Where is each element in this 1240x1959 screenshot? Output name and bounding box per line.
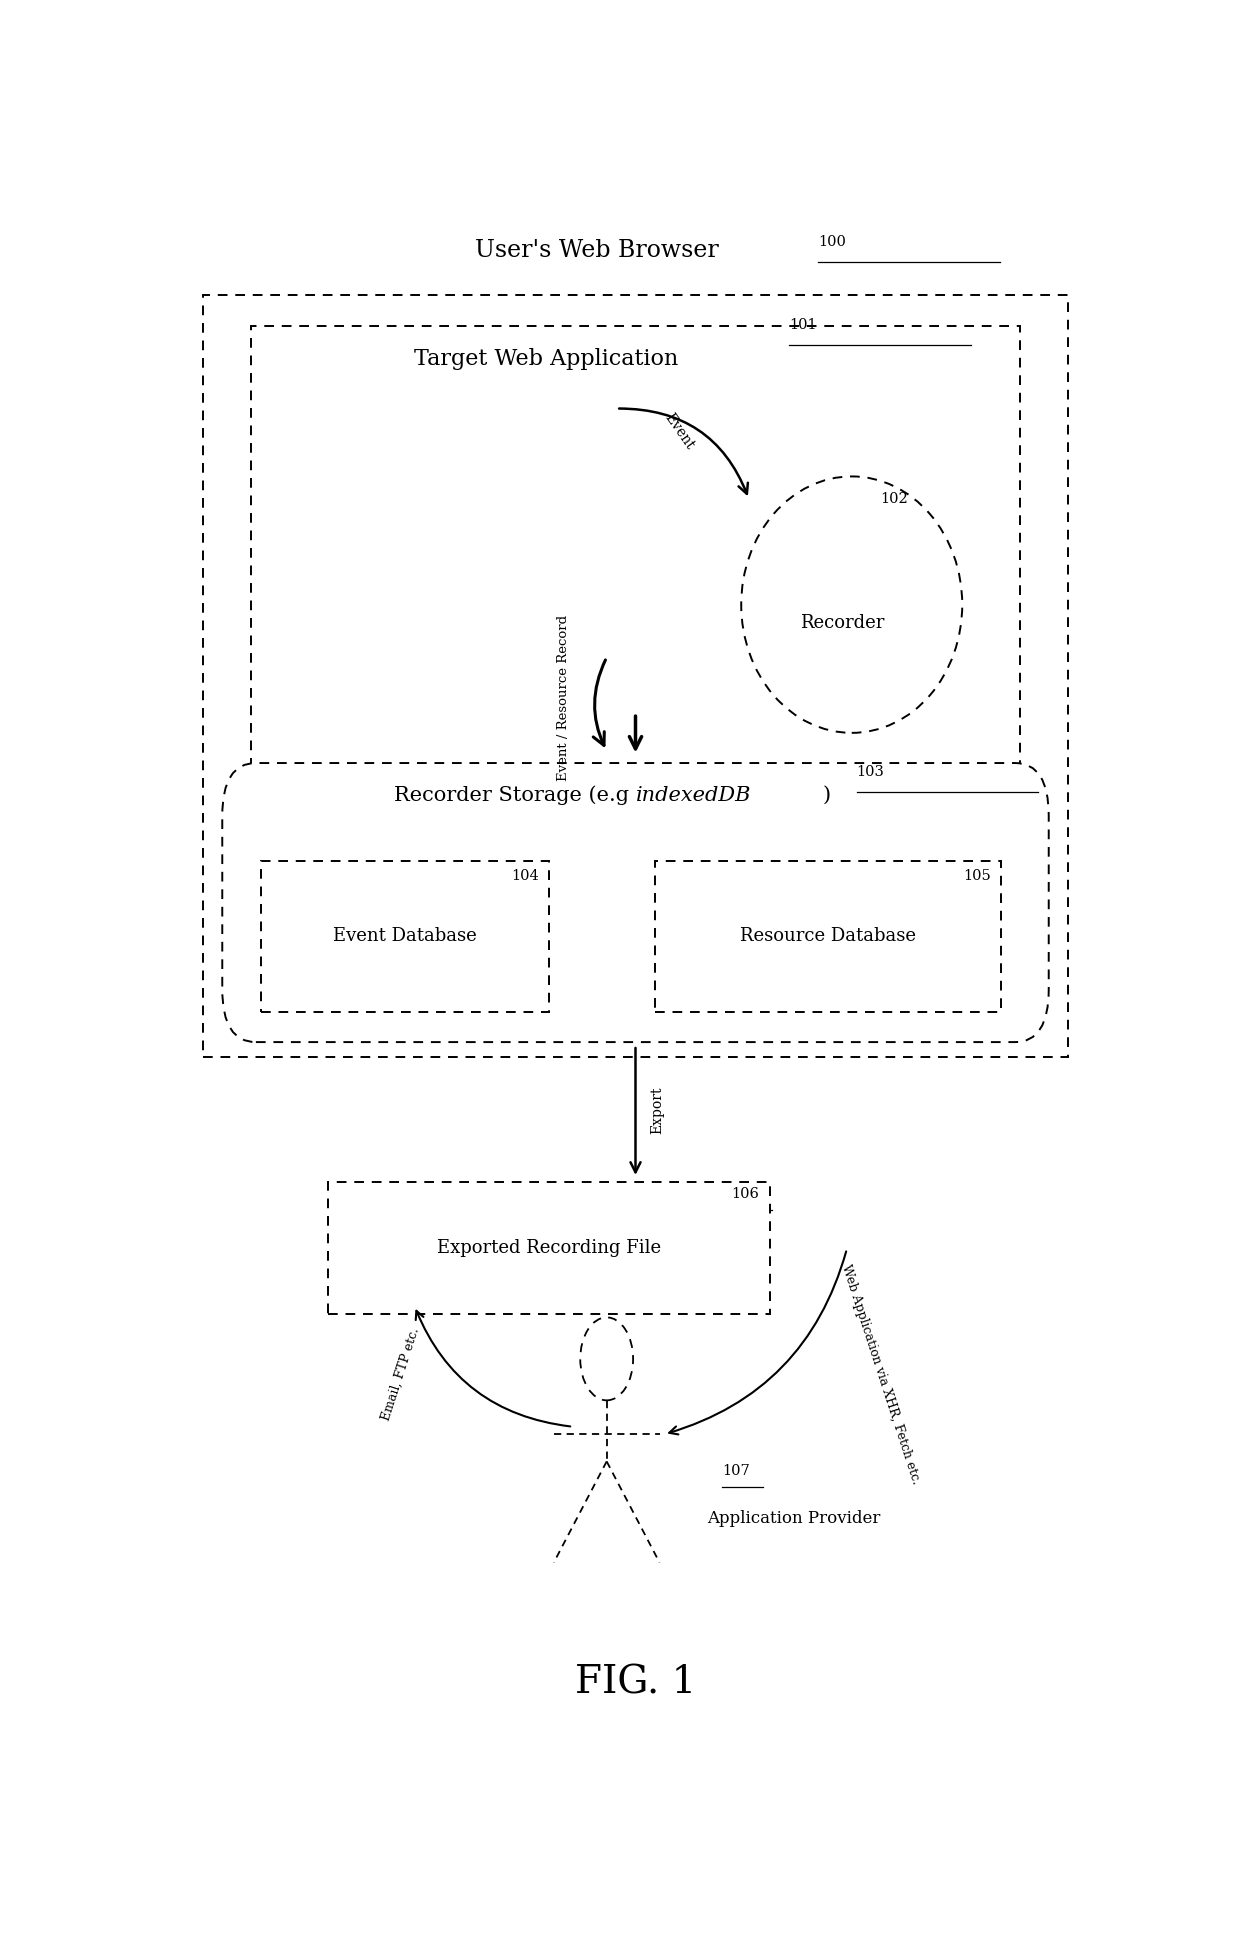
Text: Recorder Storage (e.g: Recorder Storage (e.g <box>394 786 635 805</box>
Text: Resource Database: Resource Database <box>740 927 915 946</box>
Text: Web Application via XHR, Fetch etc.: Web Application via XHR, Fetch etc. <box>838 1262 923 1485</box>
FancyBboxPatch shape <box>327 1183 770 1314</box>
Text: indexedDB: indexedDB <box>635 786 751 805</box>
Text: Event Database: Event Database <box>334 927 476 946</box>
Text: Export: Export <box>650 1085 663 1134</box>
Text: Recorder: Recorder <box>800 613 884 631</box>
Text: User's Web Browser: User's Web Browser <box>475 239 719 263</box>
Text: 102: 102 <box>880 492 909 505</box>
FancyBboxPatch shape <box>203 296 1068 1058</box>
Text: 100: 100 <box>818 235 846 249</box>
Text: 107: 107 <box>722 1465 750 1479</box>
FancyBboxPatch shape <box>260 862 549 1013</box>
FancyArrowPatch shape <box>415 1311 570 1426</box>
Text: FIG. 1: FIG. 1 <box>575 1665 696 1702</box>
FancyBboxPatch shape <box>655 862 1001 1013</box>
FancyBboxPatch shape <box>222 764 1049 1042</box>
Text: Target Web Application: Target Web Application <box>414 349 678 370</box>
Text: 103: 103 <box>857 764 884 778</box>
Text: Exported Recording File: Exported Recording File <box>436 1238 661 1258</box>
Text: 104: 104 <box>512 868 539 884</box>
FancyBboxPatch shape <box>250 325 1019 770</box>
Ellipse shape <box>580 1316 634 1401</box>
Ellipse shape <box>742 476 962 733</box>
Text: 106: 106 <box>732 1187 759 1201</box>
Text: Email, FTP etc.: Email, FTP etc. <box>379 1326 422 1422</box>
Text: 101: 101 <box>789 317 817 331</box>
Text: 105: 105 <box>963 868 991 884</box>
FancyArrowPatch shape <box>619 409 748 494</box>
FancyArrowPatch shape <box>593 660 605 744</box>
FancyArrowPatch shape <box>630 717 641 748</box>
Text: Event / Resource Record: Event / Resource Record <box>557 615 570 782</box>
Text: Application Provider: Application Provider <box>708 1510 880 1526</box>
Text: ): ) <box>823 786 831 805</box>
Text: Event: Event <box>661 411 696 453</box>
FancyArrowPatch shape <box>670 1252 846 1434</box>
